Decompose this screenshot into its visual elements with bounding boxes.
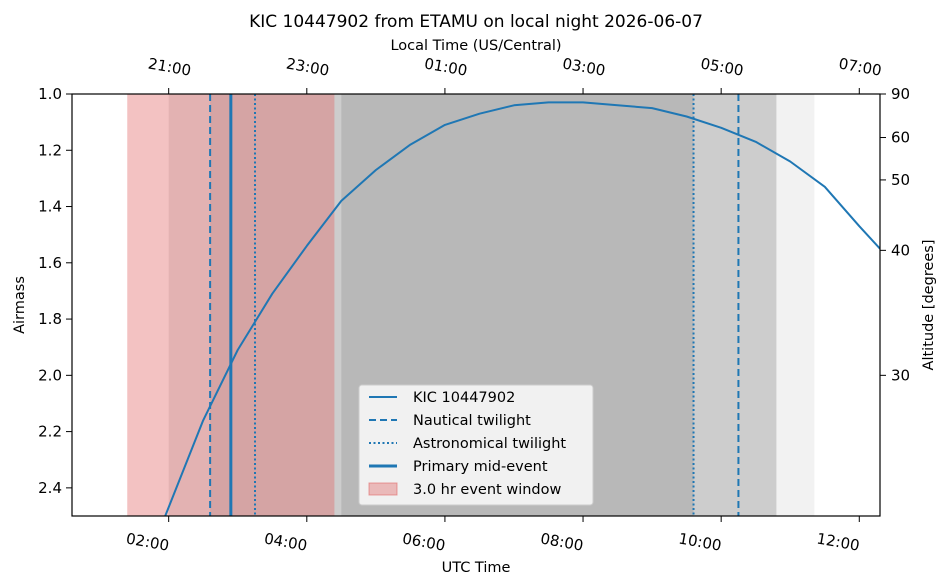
legend-swatch (368, 482, 398, 496)
legend-label: KIC 10447902 (413, 390, 515, 406)
vertical-lines (209, 94, 740, 516)
top-tick-label: 07:00 (837, 54, 883, 79)
left-y-ticks: 1.0 1.2 1.4 1.6 1.8 2.0 2.2 2.4 (38, 85, 72, 497)
legend: KIC 10447902 Nautical twilight Astronomica… (358, 384, 594, 506)
y-axis-label: Airmass (12, 276, 28, 334)
x-tick-label: 02:00 (125, 529, 171, 554)
right-tick-label: 30 (891, 366, 910, 384)
top-axis-label: Local Time (US/Central) (390, 38, 561, 54)
legend-label: 3.0 hr event window (413, 482, 561, 498)
right-axis-label: Altitude [degrees] (921, 240, 937, 371)
top-tick-label: 23:00 (285, 54, 331, 79)
y-tick-label: 2.0 (38, 366, 62, 384)
x-tick-label: 06:00 (401, 529, 447, 554)
right-tick-label: 40 (891, 241, 910, 259)
y-tick-label: 1.4 (38, 198, 62, 216)
right-tick-label: 90 (891, 85, 910, 103)
chart-title: KIC 10447902 from ETAMU on local night 2… (249, 12, 703, 32)
legend-box (358, 384, 594, 506)
y-tick-label: 1.8 (38, 310, 62, 328)
x-axis-label: UTC Time (442, 560, 511, 576)
plot-frame (71, 93, 881, 517)
top-tick-label: 21:00 (147, 54, 193, 79)
x-tick-label: 04:00 (263, 529, 309, 554)
top-tick-label: 03:00 (561, 54, 607, 79)
x-tick-label: 12:00 (815, 529, 861, 554)
curve-group (164, 101, 880, 516)
y-tick-label: 1.0 (38, 85, 62, 103)
y-tick-label: 1.2 (38, 141, 62, 159)
top-tick-label: 01:00 (423, 54, 469, 79)
legend-label: Primary mid-event (413, 459, 548, 475)
bottom-x-ticks: 02:00 04:00 06:00 08:00 10:00 12:00 (125, 516, 861, 555)
y-tick-label: 2.4 (38, 479, 62, 497)
top-x-ticks: 21:00 23:00 01:00 03:00 05:00 07:00 (147, 54, 883, 94)
y-tick-label: 1.6 (38, 254, 62, 272)
right-y-ticks: 90 60 50 40 30 (880, 85, 910, 384)
airmass-curve (164, 101, 880, 516)
legend-label: Nautical twilight (413, 413, 531, 429)
x-tick-label: 10:00 (677, 529, 723, 554)
legend-label: Astronomical twilight (413, 436, 566, 452)
legend-items: KIC 10447902 Nautical twilight Astronomica… (368, 390, 566, 498)
right-tick-label: 60 (891, 129, 910, 147)
x-tick-label: 08:00 (539, 529, 585, 554)
right-tick-label: 50 (891, 171, 910, 189)
y-tick-label: 2.2 (38, 423, 62, 441)
top-tick-label: 05:00 (699, 54, 745, 79)
